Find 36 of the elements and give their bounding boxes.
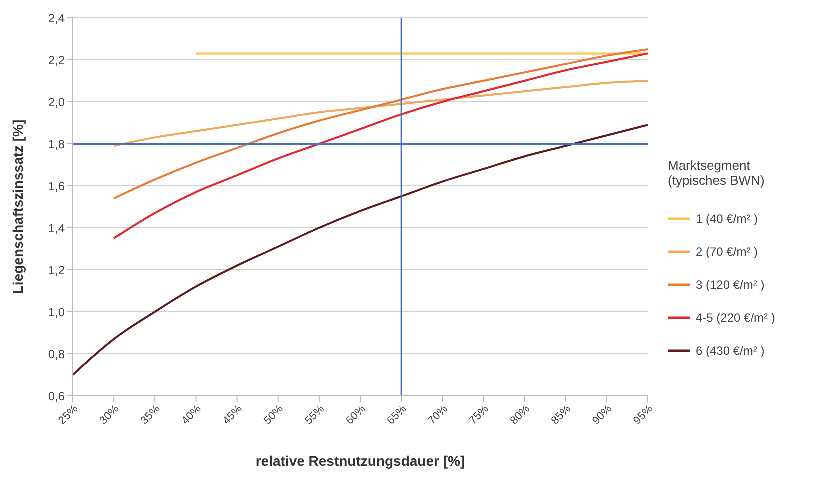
legend-label: 4-5 (220 €/m² ) xyxy=(696,310,776,324)
y-tick-label: 2,0 xyxy=(48,95,66,110)
x-tick-label: 90% xyxy=(590,403,615,428)
x-tick-label: 95% xyxy=(632,403,656,428)
y-tick-label: 2,2 xyxy=(48,53,66,68)
x-tick-label: 85% xyxy=(549,403,574,428)
x-tick-label: 40% xyxy=(180,403,204,428)
y-tick-label: 0,6 xyxy=(48,389,66,404)
x-tick-label: 75% xyxy=(467,403,492,428)
x-tick-label: 30% xyxy=(98,403,122,428)
x-tick-label: 65% xyxy=(385,403,410,428)
y-tick-label: 2,4 xyxy=(48,11,66,26)
line-series xyxy=(72,124,649,376)
y-tick-label: 1,4 xyxy=(48,221,66,236)
line-series xyxy=(113,80,649,148)
legend-title: Marktsegment (typisches BWN) xyxy=(668,158,766,188)
y-tick-label: 0,8 xyxy=(48,347,66,362)
x-tick-label: 45% xyxy=(220,403,246,428)
line-series xyxy=(113,48,649,200)
y-axis-title: Liegenschaftszinssatz [%] xyxy=(10,120,26,294)
x-tick-label: 70% xyxy=(426,403,450,428)
y-tick-label: 1,2 xyxy=(48,263,66,278)
x-axis-title: relative Restnutzungsdauer [%] xyxy=(256,453,466,469)
legend-label: 1 (40 €/m² ) xyxy=(696,212,758,226)
x-tick-label: 55% xyxy=(303,403,328,428)
legend-label: 6 (430 €/m² ) xyxy=(696,344,765,358)
x-tick-label: 80% xyxy=(508,403,533,428)
line-series xyxy=(113,52,649,240)
legend-label: 2 (70 €/m² ) xyxy=(696,244,758,258)
y-tick-label: 1,8 xyxy=(48,137,66,152)
x-tick-label: 60% xyxy=(344,403,368,428)
x-tick-label: 35% xyxy=(138,403,163,428)
y-tick-label: 1,6 xyxy=(48,179,66,194)
x-tick-label: 50% xyxy=(262,403,286,428)
legend-label: 3 (120 €/m² ) xyxy=(696,278,765,292)
y-tick-label: 1,0 xyxy=(48,305,66,320)
